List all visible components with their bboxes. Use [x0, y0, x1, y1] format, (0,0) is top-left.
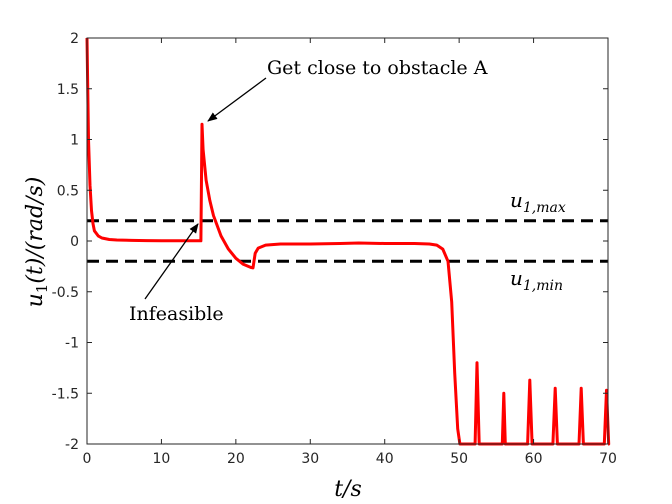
y-axis-ticks: 2 1.5 1 0.5 0 -0.5 -1 -1.5 -2: [52, 31, 608, 453]
y-tick-label: -1: [65, 336, 79, 352]
reference-lines: [87, 219, 608, 263]
annotation-infeasible: Infeasible: [129, 303, 224, 325]
series-line-u1: [85, 37, 611, 446]
y-tick-label: 0: [70, 234, 79, 250]
x-tick-label: 30: [301, 451, 319, 467]
y-tick-label: 1: [70, 133, 79, 149]
x-tick-label: 20: [227, 451, 245, 467]
y-tick-label: 2: [70, 31, 79, 47]
annotation-close-obstacle: Get close to obstacle A: [267, 57, 488, 79]
x-tick-label: 40: [376, 451, 394, 467]
y-tick-label: -1.5: [52, 386, 79, 402]
y-tick-label: -2: [65, 437, 79, 453]
y-tick-label: -0.5: [52, 285, 79, 301]
y-tick-label: 1.5: [57, 82, 79, 98]
x-axis-ticks: 0 10 20 30 40 50 60 70: [83, 38, 617, 467]
annotation-infeasible-arrow: [144, 223, 199, 300]
x-tick-label: 0: [83, 451, 92, 467]
series-layer: [85, 37, 611, 446]
x-tick-label: 60: [525, 451, 543, 467]
u-min-label: u1,min: [510, 266, 563, 294]
x-tick-label: 70: [599, 451, 617, 467]
y-axis-label: u1(t)/(rad/s): [23, 177, 51, 308]
u-max-label: u1,max: [510, 188, 566, 216]
y-tick-label: 0.5: [57, 183, 79, 199]
x-tick-label: 50: [450, 451, 468, 467]
annotation-close-obstacle-arrow: [207, 77, 267, 122]
x-axis-label: t/s: [334, 477, 362, 502]
x-tick-label: 10: [153, 451, 171, 467]
